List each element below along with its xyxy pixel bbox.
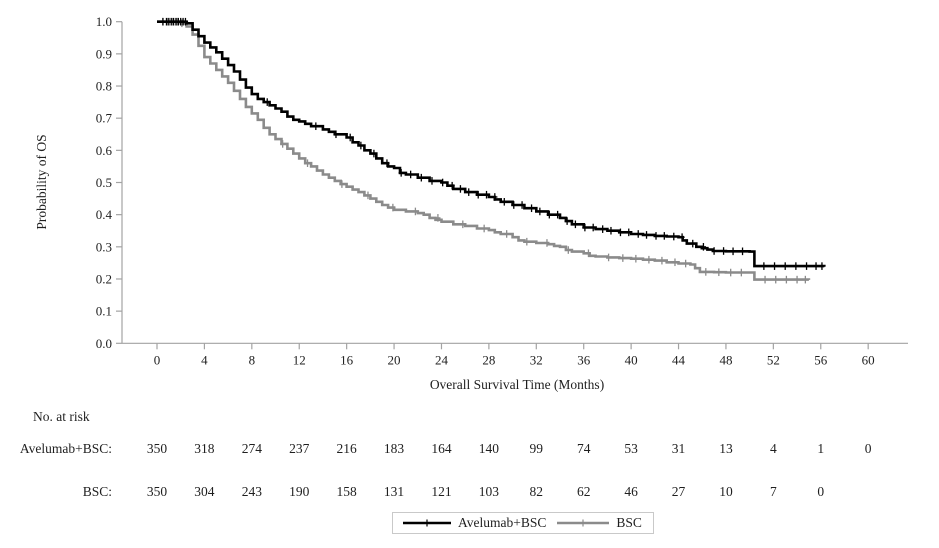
- risk-count: 4: [769, 441, 777, 456]
- risk-count: 103: [478, 484, 499, 499]
- risk-count: 304: [194, 484, 215, 499]
- risk-count: 350: [146, 441, 168, 456]
- risk-count: 164: [431, 441, 452, 456]
- x-tick-label: 52: [767, 352, 780, 367]
- y-tick-label: 1.0: [96, 14, 112, 29]
- risk-count: 62: [576, 484, 591, 499]
- risk-count: 7: [769, 484, 777, 499]
- y-tick-label: 0.8: [96, 79, 112, 94]
- risk-count: 46: [624, 484, 638, 499]
- risk-count: 53: [624, 441, 638, 456]
- avelumab-line-sample: [403, 519, 451, 527]
- risk-count: 0: [817, 484, 825, 499]
- risk-count: 274: [241, 441, 262, 456]
- risk-count: 140: [478, 441, 499, 456]
- x-tick-label: 28: [482, 352, 495, 367]
- risk-count: 216: [336, 441, 357, 456]
- x-tick-label: 40: [625, 352, 638, 367]
- x-tick-label: 44: [672, 352, 686, 367]
- risk-count: 0: [864, 441, 872, 456]
- risk-table-heading: No. at risk: [33, 409, 90, 424]
- y-tick-label: 0.0: [96, 336, 112, 351]
- x-tick-label: 12: [293, 352, 306, 367]
- risk-count: 243: [241, 484, 262, 499]
- x-tick-label: 4: [201, 352, 208, 367]
- x-tick-label: 36: [577, 352, 591, 367]
- risk-row-label-bsc: BSC:: [82, 484, 112, 499]
- risk-row-avelumab: Avelumab+BSC: 350 318 274 237 216 183 164 140 99…: [0, 441, 939, 457]
- x-tick-label: 20: [388, 352, 401, 367]
- y-tick-label: 0.5: [96, 175, 112, 190]
- risk-count: 158: [336, 484, 357, 499]
- risk-count: 121: [431, 484, 452, 499]
- risk-count: 10: [719, 484, 733, 499]
- y-axis-title: Probability of OS: [34, 134, 49, 229]
- risk-count: 190: [289, 484, 310, 499]
- y-tick-label: 0.1: [96, 304, 112, 319]
- x-tick-label: 16: [340, 352, 354, 367]
- legend-label-avelumab: Avelumab+BSC: [458, 515, 547, 530]
- y-tick-label: 0.7: [96, 111, 113, 126]
- chart-legend: Avelumab+BSC BSC: [392, 512, 654, 534]
- risk-count: 237: [289, 441, 310, 456]
- legend-label-bsc: BSC: [616, 515, 642, 530]
- x-tick-label: 24: [435, 352, 449, 367]
- risk-count: 82: [529, 484, 544, 499]
- survival-curves: [157, 17, 826, 284]
- km-curve-bsc: [157, 20, 811, 281]
- risk-count: 1: [817, 441, 825, 456]
- x-tick-label: 56: [814, 352, 828, 367]
- y-tick-label: 0.9: [96, 46, 112, 61]
- x-tick-label: 32: [530, 352, 543, 367]
- risk-row-label-avelumab: Avelumab+BSC:: [19, 441, 112, 456]
- risk-count: 13: [719, 441, 733, 456]
- risk-count: 99: [529, 441, 544, 456]
- risk-count: 350: [146, 484, 168, 499]
- bsc-line-sample: [557, 519, 610, 527]
- risk-count: 318: [194, 441, 215, 456]
- risk-count: 31: [671, 441, 686, 456]
- y-tick-label: 0.6: [96, 143, 113, 158]
- x-tick-label: 48: [719, 352, 732, 367]
- y-tick-label: 0.3: [96, 239, 112, 254]
- risk-count: 183: [383, 441, 405, 456]
- y-tick-label: 0.4: [96, 207, 113, 222]
- risk-count: 131: [383, 484, 405, 499]
- x-tick-label: 60: [862, 352, 875, 367]
- x-axis-title: Overall Survival Time (Months): [430, 377, 604, 392]
- risk-count: 27: [671, 484, 686, 499]
- x-tick-label: 8: [249, 352, 256, 367]
- risk-row-bsc: BSC: 350 304 243 190 158 131 121 103 82 62 46 27 10 7…: [0, 484, 939, 500]
- km-chart-canvas: 0.00.10.20.30.40.50.60.70.80.91.00 4 8 12 16…: [34, 14, 908, 392]
- y-tick-label: 0.2: [96, 271, 112, 286]
- risk-count: 74: [576, 441, 591, 456]
- x-tick-label: 0: [154, 352, 161, 367]
- axes: 0.00.10.20.30.40.50.60.70.80.91.00 4 8 12 16…: [96, 14, 908, 367]
- km-curve-avelumab-bsc: [157, 20, 826, 268]
